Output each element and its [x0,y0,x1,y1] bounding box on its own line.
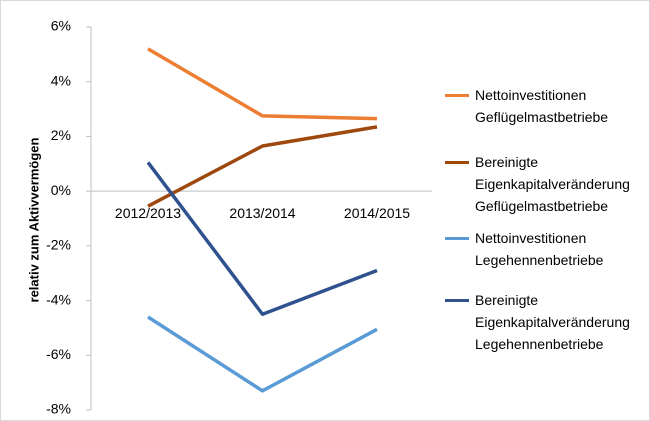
legend-swatch [445,94,469,97]
x-tick-label: 2012/2013 [115,205,181,221]
legend-swatch [445,299,469,302]
y-tick-label: 4% [51,72,71,88]
series-line [147,125,378,208]
legend-entry: Nettoinvestitionen Legehennenbetriebe [445,227,650,271]
series-line [147,315,378,393]
legend-entry: Bereinigte Eigenkapitalveränderung Legeh… [445,289,650,355]
y-tick-label: 6% [51,18,71,34]
y-tick-label: 0% [51,182,71,198]
series-line [147,47,378,121]
legend-swatch [445,161,469,164]
legend-label: Nettoinvestitionen Legehennenbetriebe [475,230,604,268]
series-line [146,161,378,316]
y-axis-label: relativ zum Aktivvermögen [26,137,41,302]
legend-label: Nettoinvestitionen Geflügelmastbetriebe [475,87,609,125]
legend-label: Bereinigte Eigenkapitalveränderung Geflü… [475,154,630,214]
legend-label: Bereinigte Eigenkapitalveränderung Legeh… [475,292,630,352]
legend-entry: Bereinigte Eigenkapitalveränderung Geflü… [445,151,650,217]
x-tick-label: 2014/2015 [344,205,410,221]
legend-entry: Nettoinvestitionen Geflügelmastbetriebe [445,84,650,128]
y-tick-label: 2% [51,127,71,143]
x-tick-label: 2013/2014 [229,205,295,221]
legend-swatch [445,237,469,240]
y-tick-label: -4% [46,291,71,307]
y-tick-label: -6% [46,346,71,362]
y-tick-label: -8% [46,401,71,417]
y-tick-label: -2% [46,237,71,253]
